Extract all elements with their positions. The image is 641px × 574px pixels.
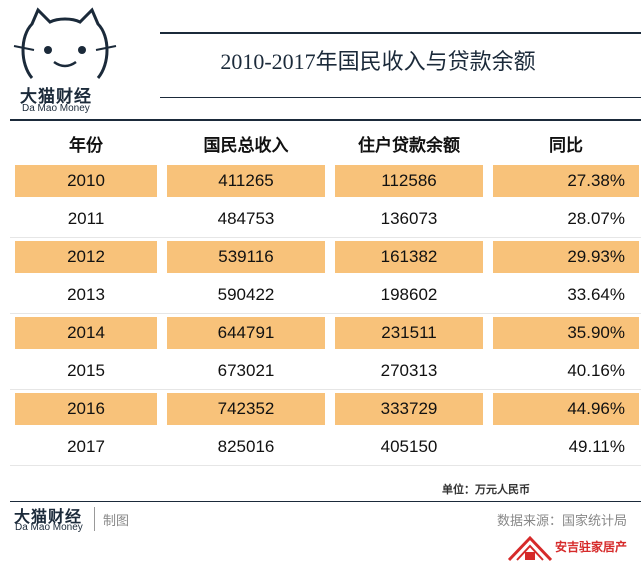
table-row: 2016 742352 333729 44.96% [10,390,641,428]
cell-loan: 405150 [380,437,438,456]
watermark: 安吉驻家居产 [507,532,627,568]
cell-income: 825016 [217,437,275,456]
row-divider [10,465,641,466]
cell-year: 2015 [67,361,105,380]
cell-income: 590422 [217,285,275,304]
cell-loan: 333729 [334,392,484,426]
row-divider [10,237,641,238]
cell-year: 2012 [14,240,158,274]
cell-yoy: 35.90% [492,316,640,350]
cell-income: 742352 [166,392,326,426]
cell-yoy: 44.96% [492,392,640,426]
cell-loan: 198602 [380,285,438,304]
unit-note: 单位：万元人民币 [442,484,530,496]
cell-loan: 270313 [380,361,438,380]
cell-year: 2010 [14,164,158,198]
row-divider [10,313,641,314]
table-row: 2014 644791 231511 35.90% [10,314,641,352]
table-top-rule [10,119,641,121]
footer-credit: 制图 [103,513,130,528]
table-row: 2010 411265 112586 27.38% [10,162,641,200]
watermark-text: 安吉驻家居产 [555,540,628,554]
cell-year: 2011 [67,209,105,228]
footer-brand: 大猫财经 [14,509,83,526]
cell-yoy: 33.64% [567,285,625,304]
data-table: 年份 国民总收入 住户贷款余额 同比 2010 411265 112586 27.38… [10,124,641,466]
cell-income: 411265 [166,164,326,198]
cell-year: 2017 [67,437,105,456]
brand-sub: Da Mao Money [22,103,90,114]
table-header: 年份 国民总收入 住户贷款余额 同比 [10,124,641,162]
table-body: 2010 411265 112586 27.38% 2011 484753 136073 28… [10,162,641,466]
cell-income: 673021 [217,361,275,380]
cell-yoy: 27.38% [492,164,640,198]
header-loan: 住户贷款余额 [358,135,460,155]
table-row: 2017 825016 405150 49.11% [10,428,641,466]
cell-income: 539116 [166,240,326,274]
footer-brand-sub: Da Mao Money [15,522,83,533]
cat-logo-icon [13,7,117,79]
cell-yoy: 29.93% [492,240,640,274]
table-row: 2015 673021 270313 40.16% [10,352,641,390]
cell-loan: 231511 [334,316,484,350]
cell-income: 484753 [217,209,275,228]
cell-yoy: 28.07% [567,209,625,228]
cell-year: 2013 [67,285,105,304]
table-row: 2011 484753 136073 28.07% [10,200,641,238]
header-yoy: 同比 [549,135,583,155]
header-rule-top [160,32,641,34]
cell-income: 644791 [166,316,326,350]
header-rule-bottom [160,97,641,98]
header-income: 国民总收入 [203,135,289,155]
cell-year: 2014 [14,316,158,350]
brand-name: 大猫财经 [20,87,92,106]
table-row: 2013 590422 198602 33.64% [10,276,641,314]
row-divider [10,389,641,390]
footer-rule [10,501,641,502]
cell-yoy: 49.11% [568,437,625,456]
cell-loan: 161382 [334,240,484,274]
footer-divider [94,507,95,531]
page-title: 2010-2017年国民收入与贷款余额 [220,49,536,74]
cell-loan: 112586 [334,164,484,198]
cell-loan: 136073 [380,209,438,228]
cell-yoy: 40.16% [567,361,625,380]
header-year: 年份 [69,135,103,155]
cell-year: 2016 [14,392,158,426]
brand-logo: 大猫财经 Da Mao Money [10,6,130,114]
data-source: 数据来源：国家统计局 [496,513,627,528]
table-row: 2012 539116 161382 29.93% [10,238,641,276]
house-icon [507,535,553,562]
